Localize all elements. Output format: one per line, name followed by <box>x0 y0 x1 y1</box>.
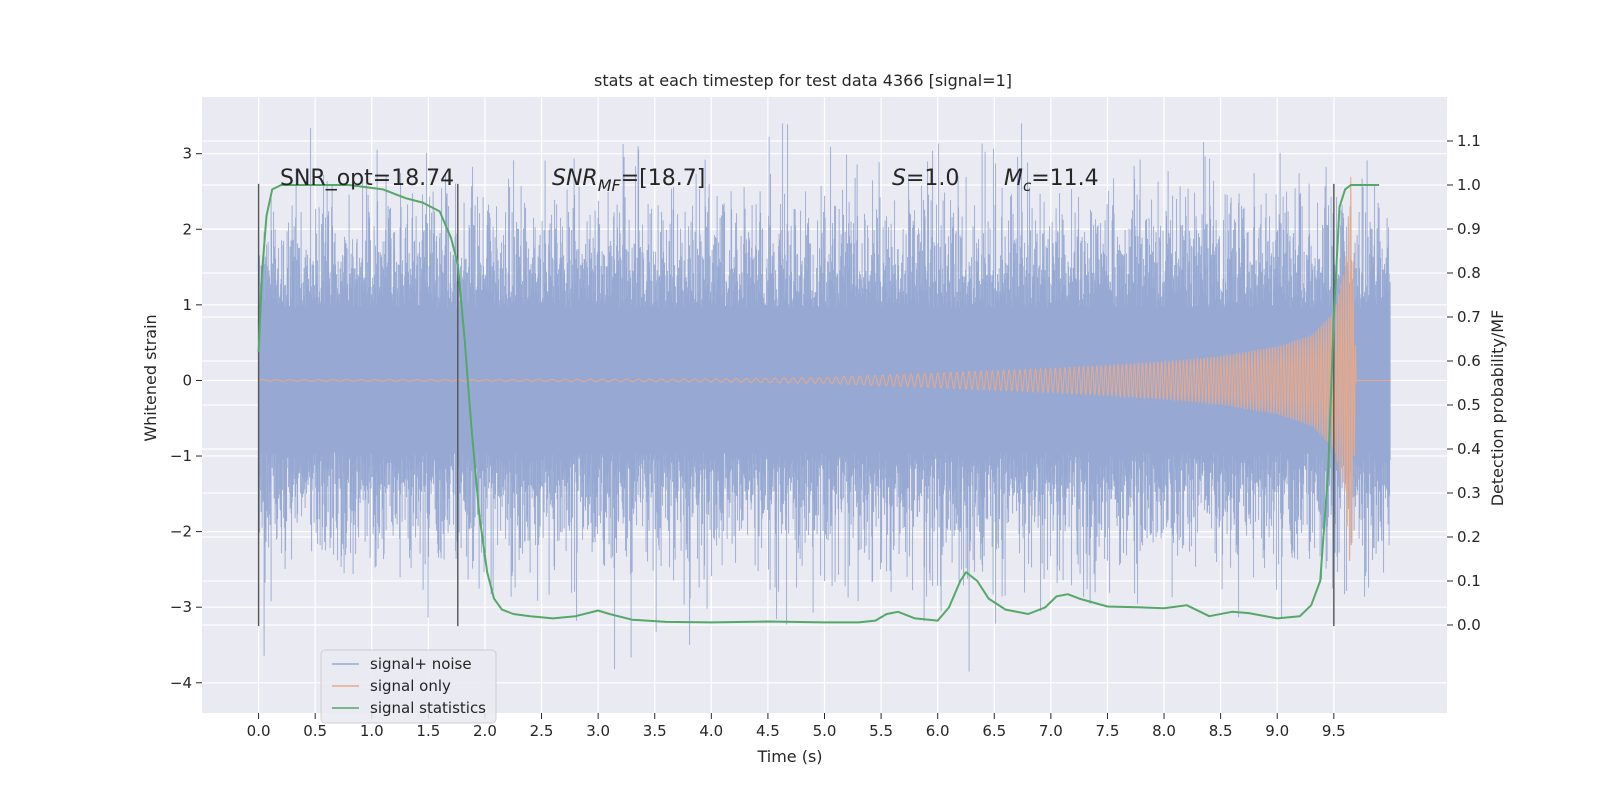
x-tick-label-15: 7.5 <box>1096 722 1120 740</box>
annotation-s: S=1.0 <box>892 166 959 191</box>
y-tick-label-6: 2 <box>182 220 192 238</box>
y2-tick-label-9: 0.9 <box>1457 220 1481 238</box>
annotation-snr-opt: SNR_opt=18.74 <box>280 166 454 191</box>
y2-tick-label-4: 0.4 <box>1457 440 1481 458</box>
y2-tick-label-6: 0.6 <box>1457 352 1481 370</box>
annotation-mc-value: =11.4 <box>1031 166 1098 191</box>
x-tick-label-8: 4.0 <box>699 722 723 740</box>
x-axis-label: Time (s) <box>756 747 822 766</box>
signal-statistics-line <box>257 184 1380 624</box>
x-axis-ticks: 0.0 0.5 1.0 1.5 2.0 2.5 3.0 3.5 4.0 4.5 5.0 5.5 6.0 6… <box>247 713 1346 740</box>
legend: signal+ noise signal only signal statist… <box>320 649 497 724</box>
y-tick-label-5: 1 <box>182 296 192 314</box>
y2-tick-label-0: 0.0 <box>1457 616 1481 634</box>
y-tick-label-3: −1 <box>170 447 192 465</box>
marker-lines <box>257 183 1335 627</box>
x-tick-label-5: 2.5 <box>530 722 554 740</box>
y2-tick-label-7: 0.7 <box>1457 308 1481 326</box>
legend-label-noise: signal+ noise <box>370 655 472 673</box>
x-tick-label-17: 8.5 <box>1209 722 1233 740</box>
y2-tick-label-3: 0.3 <box>1457 484 1481 502</box>
annotation-s-label: S <box>892 166 906 191</box>
annotation-mc: Mc=11.4 <box>1004 166 1099 195</box>
annotation-snr-mf: SNRMF=[18.7] <box>552 166 705 195</box>
y-tick-label-0: −4 <box>170 674 192 692</box>
signal-only-series <box>258 176 1391 562</box>
x-tick-label-0: 0.0 <box>247 722 271 740</box>
x-tick-label-7: 3.5 <box>643 722 667 740</box>
y2-tick-label-10: 1.0 <box>1457 176 1481 194</box>
annotation-snr-mf-value: =[18.7] <box>621 166 706 191</box>
x-tick-label-9: 4.5 <box>756 722 780 740</box>
legend-label-statistics: signal statistics <box>370 699 486 717</box>
legend-box <box>320 649 497 724</box>
x-tick-label-19: 9.5 <box>1322 722 1346 740</box>
x-tick-label-18: 9.0 <box>1265 722 1289 740</box>
x-tick-label-3: 1.5 <box>416 722 440 740</box>
annotation-s-value: =1.0 <box>906 166 959 191</box>
x-tick-label-10: 5.0 <box>813 722 837 740</box>
y2-tick-label-5: 0.5 <box>1457 396 1481 414</box>
y-tick-label-2: −2 <box>170 523 192 541</box>
legend-label-signal: signal only <box>370 677 451 695</box>
x-tick-label-13: 6.5 <box>982 722 1006 740</box>
signal-statistics-series <box>257 184 1380 624</box>
x-tick-label-11: 5.5 <box>869 722 893 740</box>
x-tick-label-14: 7.0 <box>1039 722 1063 740</box>
annotation-snr-mf-sub: MF <box>598 176 622 195</box>
annotation-mc-label: M <box>1004 166 1023 191</box>
y2-axis-label: Detection probability/MF <box>1488 310 1507 507</box>
annotation-snr-mf-label: SNR <box>552 166 598 191</box>
annotation-mc-sub: c <box>1023 177 1032 195</box>
y-tick-label-7: 3 <box>182 145 192 163</box>
y-tick-label-4: 0 <box>182 371 192 389</box>
x-tick-label-2: 1.0 <box>360 722 384 740</box>
left-axis-ticks: −4 −3 −2 −1 0 1 2 3 <box>170 145 202 692</box>
x-tick-label-1: 0.5 <box>303 722 327 740</box>
y2-tick-label-11: 1.1 <box>1457 132 1481 150</box>
right-axis-ticks: 0.0 0.1 0.2 0.3 0.4 0.5 0.6 0.7 0.8 0.9 1.0 1.1 <box>1447 132 1481 634</box>
y2-tick-label-8: 0.8 <box>1457 264 1481 282</box>
y-axis-label: Whitened strain <box>141 314 160 441</box>
y2-tick-label-2: 0.2 <box>1457 528 1481 546</box>
x-tick-label-16: 8.0 <box>1152 722 1176 740</box>
y2-tick-label-1: 0.1 <box>1457 572 1481 590</box>
y-tick-label-1: −3 <box>170 598 192 616</box>
x-tick-label-12: 6.0 <box>926 722 950 740</box>
x-tick-label-6: 3.0 <box>586 722 610 740</box>
chart-title: stats at each timestep for test data 436… <box>594 71 1012 90</box>
x-tick-label-4: 2.0 <box>473 722 497 740</box>
signal-only-line <box>258 176 1391 562</box>
